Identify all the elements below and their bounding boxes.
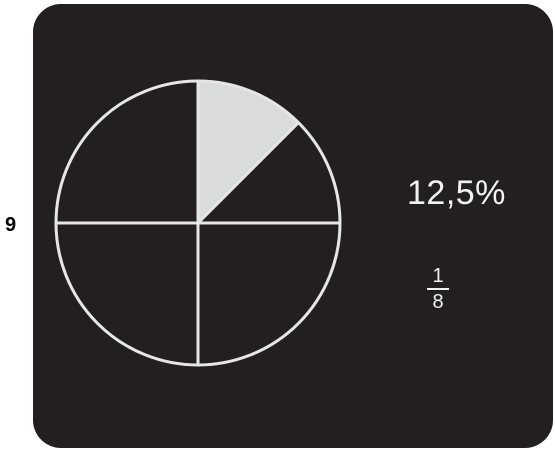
percent-label: 12,5% bbox=[407, 174, 506, 212]
dark-panel: 12,5% 1 8 bbox=[33, 4, 553, 448]
fraction-denominator: 8 bbox=[432, 291, 444, 313]
fraction-pie bbox=[54, 79, 342, 367]
fraction-bar bbox=[427, 288, 449, 290]
shaded-sector bbox=[198, 81, 299, 223]
item-number: 9 bbox=[5, 214, 17, 236]
pie-outline bbox=[54, 79, 342, 367]
eighth-divider bbox=[196, 121, 300, 225]
fraction-label: 1 8 bbox=[427, 266, 449, 312]
fraction-numerator: 1 bbox=[432, 265, 444, 287]
